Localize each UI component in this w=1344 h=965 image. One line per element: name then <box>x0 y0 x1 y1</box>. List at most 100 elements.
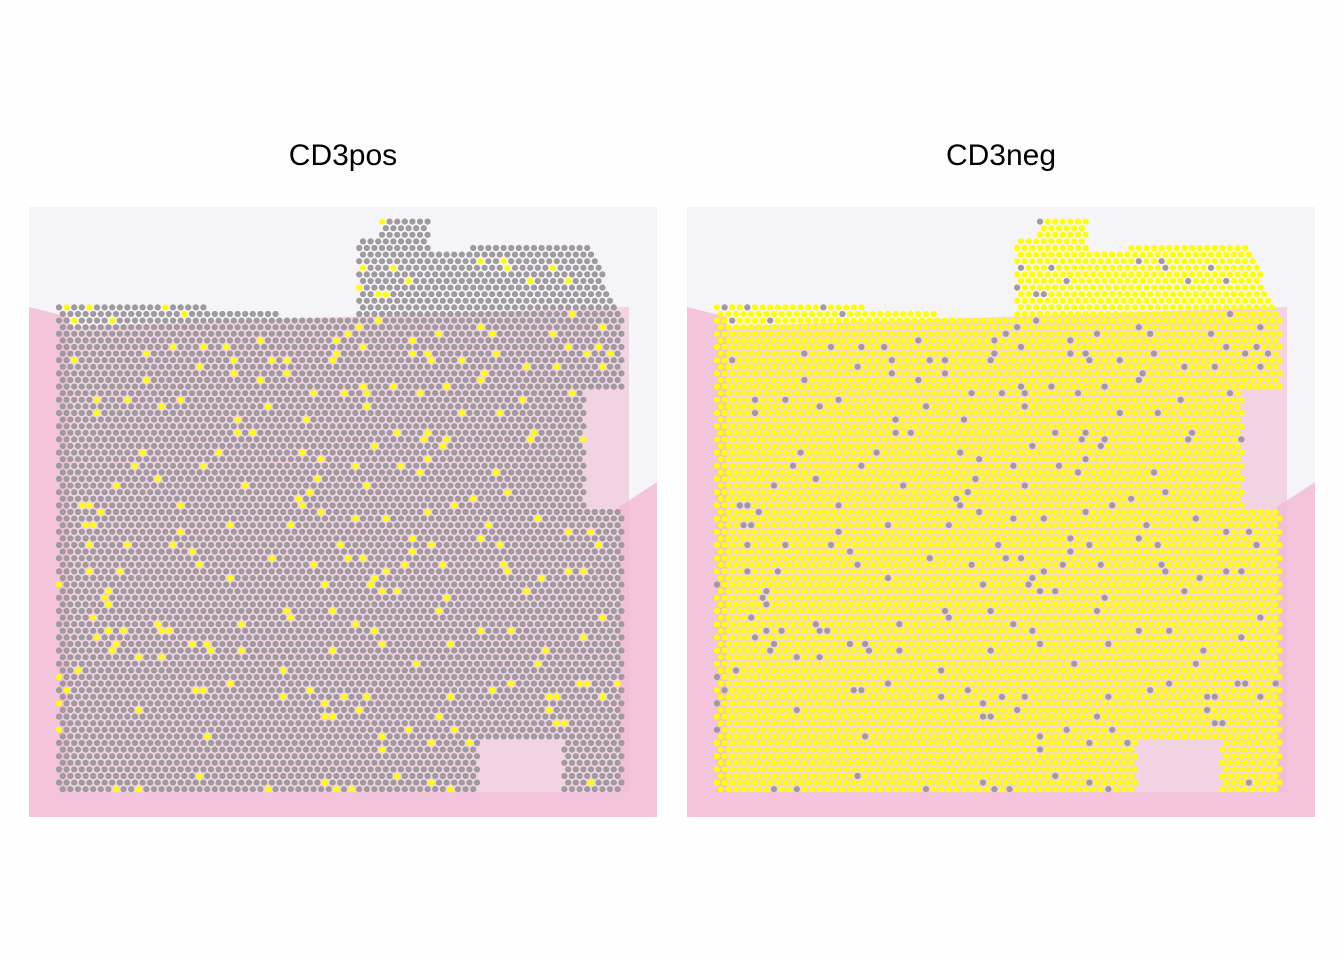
spot <box>128 482 135 489</box>
spot <box>158 324 165 331</box>
spot <box>59 350 66 357</box>
spot <box>139 647 146 654</box>
spot <box>470 310 477 318</box>
spot <box>587 555 595 562</box>
spot <box>181 469 188 476</box>
spot <box>135 535 142 542</box>
spot <box>378 350 386 357</box>
spot <box>223 475 230 483</box>
spot <box>572 409 579 417</box>
spot <box>86 409 93 417</box>
spot <box>386 429 393 436</box>
spot <box>397 502 405 509</box>
spot <box>447 482 454 489</box>
spot <box>116 541 123 549</box>
spot <box>283 700 291 707</box>
spot <box>154 673 161 681</box>
spot <box>158 482 165 489</box>
spot <box>511 673 519 681</box>
spot <box>344 317 351 324</box>
spot <box>447 601 454 608</box>
spot <box>223 726 230 733</box>
spot <box>158 456 165 463</box>
spot <box>371 390 378 397</box>
spot <box>515 442 522 450</box>
spot <box>405 330 412 337</box>
spot <box>264 376 272 384</box>
spot <box>154 330 161 337</box>
spot <box>177 541 184 549</box>
spot <box>523 350 530 357</box>
spot <box>371 667 378 674</box>
spot <box>378 693 386 700</box>
spot <box>367 304 374 311</box>
spot <box>207 700 215 707</box>
spot <box>420 713 427 720</box>
spot <box>302 601 310 608</box>
spot <box>128 363 135 370</box>
spot <box>344 594 351 601</box>
spot <box>223 489 230 496</box>
spot <box>109 687 116 694</box>
spot <box>565 647 572 654</box>
spot <box>337 357 344 364</box>
spot <box>580 370 587 377</box>
spot <box>283 568 291 575</box>
spot <box>519 449 526 456</box>
spot <box>306 436 313 443</box>
spot <box>230 462 237 469</box>
spot <box>454 495 462 502</box>
spot <box>310 640 317 648</box>
spot <box>553 522 560 529</box>
spot <box>359 423 367 430</box>
spot <box>458 673 465 681</box>
spot <box>466 660 473 667</box>
spot <box>169 660 177 667</box>
spot <box>454 297 462 304</box>
spot <box>527 515 534 522</box>
spot <box>200 409 207 417</box>
spot <box>120 654 127 661</box>
spot <box>128 469 135 476</box>
spot <box>321 515 329 522</box>
spot <box>188 310 196 318</box>
spot <box>447 588 454 595</box>
spot <box>439 720 446 727</box>
spot <box>192 396 199 403</box>
spot <box>599 654 606 661</box>
spot <box>375 291 382 298</box>
spot <box>454 258 462 265</box>
spot <box>473 555 481 562</box>
spot <box>405 673 412 681</box>
spot <box>97 390 104 397</box>
spot <box>386 588 393 595</box>
spot <box>587 660 595 667</box>
spot <box>572 251 579 258</box>
spot <box>158 720 165 727</box>
spot <box>367 449 374 456</box>
spot <box>416 337 424 344</box>
spot <box>614 522 621 529</box>
spot <box>458 581 465 588</box>
spot <box>306 317 313 324</box>
spot <box>329 409 336 417</box>
spot <box>420 621 427 628</box>
spot <box>318 614 325 621</box>
spot <box>473 449 481 456</box>
spot <box>538 324 545 331</box>
spot <box>489 541 496 549</box>
spot <box>568 271 576 278</box>
spot <box>230 541 237 549</box>
spot <box>314 528 321 535</box>
spot <box>489 713 496 720</box>
spot <box>603 594 610 601</box>
spot <box>120 522 127 529</box>
spot <box>466 449 473 456</box>
spot <box>78 660 85 667</box>
spot <box>321 660 329 667</box>
spot <box>420 581 427 588</box>
spot <box>599 640 606 648</box>
spot <box>318 482 325 489</box>
spot <box>67 429 74 436</box>
spot <box>401 588 408 595</box>
